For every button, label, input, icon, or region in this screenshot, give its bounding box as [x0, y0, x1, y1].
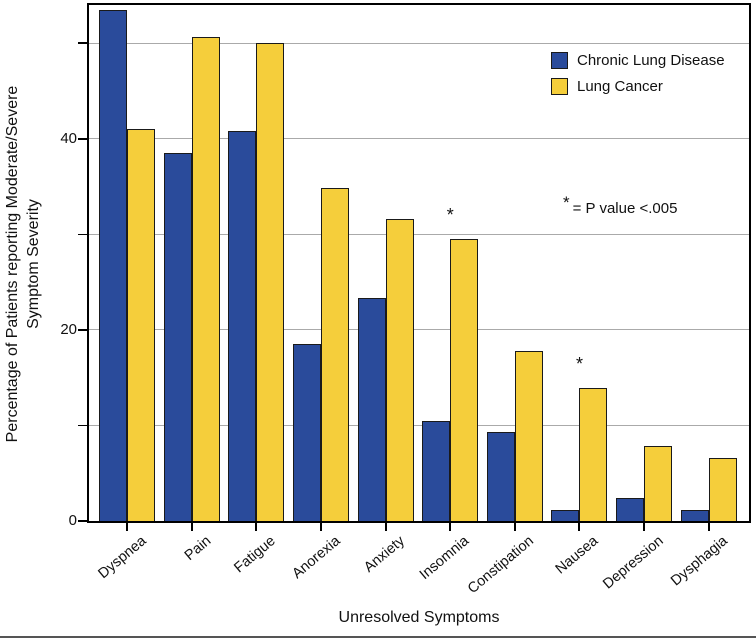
x-tick-nausea	[578, 522, 581, 531]
bar-anorexia-lung-cancer	[321, 188, 350, 521]
x-label-fatigue: Fatigue	[231, 533, 279, 577]
category-group-nausea: Nausea *	[547, 5, 612, 577]
bar-anorexia-chronic-lung-disease	[293, 344, 322, 521]
legend-swatch-chronic-lung-disease	[551, 52, 568, 69]
x-label-depression: Depression	[599, 533, 667, 593]
y-tick-30	[78, 233, 87, 236]
asterisk-symbol: *	[563, 193, 570, 212]
x-tick-dyspnea	[126, 522, 129, 531]
bar-insomnia-chronic-lung-disease	[422, 420, 451, 521]
category-group-anxiety: Anxiety	[353, 5, 418, 576]
legend: Chronic Lung Disease Lung Cancer	[551, 52, 725, 95]
x-tick-insomnia	[449, 522, 452, 531]
x-tick-fatigue	[255, 522, 258, 531]
x-tick-pain	[190, 522, 193, 531]
bar-pain-chronic-lung-disease	[163, 153, 192, 521]
y-tick-40	[78, 138, 87, 140]
significance-asterisk-insomnia: *	[446, 205, 454, 226]
x-tick-constipation	[513, 522, 516, 531]
legend-label-lung-cancer: Lung Cancer	[577, 78, 663, 95]
y-tick-label-40: 40	[60, 129, 77, 147]
x-label-dysphagia: Dysphagia	[668, 533, 731, 590]
legend-item-chronic-lung-disease: Chronic Lung Disease	[551, 52, 725, 69]
legend-swatch-lung-cancer	[551, 78, 568, 95]
category-group-anorexia: Anorexia	[289, 5, 354, 582]
p-value-annotation: * = P value <.005	[563, 193, 678, 218]
x-tick-depression	[643, 522, 646, 531]
bar-pain-lung-cancer	[191, 36, 220, 521]
y-axis-title: Percentage of Patients reporting Moderat…	[2, 4, 46, 524]
gridline-10	[89, 424, 749, 426]
x-label-anxiety: Anxiety	[361, 533, 408, 576]
bar-nausea-lung-cancer	[579, 388, 608, 521]
y-axis-title-line2: Symptom Severity	[25, 199, 42, 329]
bar-anxiety-lung-cancer	[385, 219, 414, 521]
bar-fatigue-chronic-lung-disease	[228, 131, 257, 521]
bar-groups: Dyspnea Pain Fatigue Anorexia Anxiety Insomni…	[89, 5, 749, 597]
x-label-dyspnea: Dyspnea	[95, 533, 150, 583]
category-group-constipation: Constipation	[465, 5, 548, 597]
category-group-fatigue: Fatigue	[224, 5, 289, 576]
x-label-insomnia: Insomnia	[417, 533, 473, 584]
bar-depression-chronic-lung-disease	[616, 498, 645, 521]
x-tick-dysphagia	[707, 522, 710, 531]
legend-item-lung-cancer: Lung Cancer	[551, 78, 725, 95]
gridline-40	[89, 138, 749, 140]
bar-dysphagia-chronic-lung-disease	[680, 509, 709, 521]
x-tick-anxiety	[384, 522, 387, 531]
x-label-anorexia: Anorexia	[289, 533, 344, 583]
y-tick-20	[78, 329, 87, 331]
y-tick-label-0: 0	[68, 512, 77, 529]
category-group-dyspnea: Dyspnea	[95, 5, 160, 582]
bar-constipation-chronic-lung-disease	[486, 432, 515, 521]
x-label-constipation: Constipation	[465, 533, 538, 598]
y-tick-label-20: 20	[60, 320, 77, 338]
category-group-pain: Pain	[160, 5, 225, 564]
category-group-dysphagia: Dysphagia	[668, 5, 741, 589]
gridline-30	[89, 233, 749, 235]
gridline-20	[89, 329, 749, 331]
plot-area: Chronic Lung Disease Lung Cancer * = P va…	[87, 3, 751, 597]
x-axis-title: Unresolved Symptoms	[338, 609, 500, 626]
legend-label-chronic-lung-disease: Chronic Lung Disease	[577, 52, 725, 69]
bar-dyspnea-chronic-lung-disease	[99, 9, 128, 521]
figure-bottom-rule	[0, 635, 756, 638]
bar-dyspnea-lung-cancer	[127, 129, 156, 521]
bar-depression-lung-cancer	[644, 445, 673, 521]
significance-asterisk-nausea: *	[575, 354, 583, 375]
x-tick-anorexia	[320, 522, 323, 531]
category-group-depression: Depression	[600, 5, 677, 592]
bar-nausea-chronic-lung-disease	[551, 509, 580, 521]
bar-fatigue-lung-cancer	[256, 43, 285, 521]
p-value-text: = P value <.005	[572, 200, 678, 217]
y-tick-0	[78, 520, 87, 522]
y-axis-title-line1: Percentage of Patients reporting Moderat…	[4, 85, 21, 443]
bar-dysphagia-lung-cancer	[708, 457, 737, 521]
bar-insomnia-lung-cancer	[450, 239, 479, 521]
y-tick-10	[78, 424, 87, 427]
gridline-50	[89, 42, 749, 44]
y-tick-50	[78, 42, 87, 44]
x-label-nausea: Nausea	[553, 533, 602, 578]
category-group-insomnia: Insomnia *	[417, 5, 483, 583]
x-label-pain: Pain	[181, 533, 215, 564]
bar-constipation-lung-cancer	[514, 350, 543, 521]
bar-anxiety-chronic-lung-disease	[357, 298, 386, 521]
